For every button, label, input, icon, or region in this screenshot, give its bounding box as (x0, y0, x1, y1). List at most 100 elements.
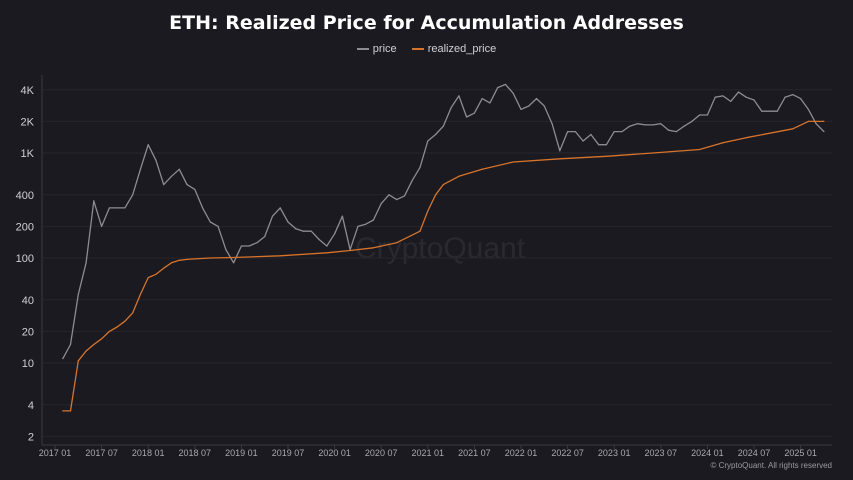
data-point-price (403, 195, 406, 197)
data-point-price (473, 112, 475, 114)
data-point-price (442, 125, 444, 127)
data-point-price (116, 207, 118, 209)
data-point-price (194, 188, 196, 191)
data-point-price (559, 150, 561, 152)
data-point-price (800, 97, 802, 100)
x-tick-label: 2024 07 (738, 448, 771, 458)
data-point-price (535, 97, 538, 100)
y-tick-label: 40 (22, 295, 34, 307)
data-point-price (761, 110, 763, 112)
data-point-price (792, 93, 794, 96)
data-point-realized-price (77, 360, 79, 362)
data-point-price (497, 86, 499, 89)
data-point-realized-price (372, 247, 375, 249)
data-point-realized-price (442, 184, 444, 186)
data-point-price (287, 221, 289, 223)
y-tick-label: 2K (21, 116, 35, 128)
data-point-realized-price (427, 210, 429, 212)
data-point-realized-price (93, 343, 95, 346)
data-point-price (365, 223, 367, 225)
x-tick-label: 2023 01 (598, 448, 631, 458)
data-point-price (504, 83, 507, 86)
data-point-realized-price (101, 338, 103, 340)
data-point-price (528, 105, 530, 107)
y-tick-label: 400 (16, 190, 34, 202)
data-point-price (629, 125, 631, 127)
x-tick-label: 2024 01 (691, 448, 724, 458)
data-point-realized-price (186, 258, 188, 260)
x-tick-label: 2021 01 (412, 448, 445, 458)
data-point-price (675, 130, 677, 133)
data-point-price (279, 207, 281, 209)
data-point-price (271, 215, 274, 217)
data-point-price (326, 245, 328, 247)
data-point-price (644, 124, 646, 126)
data-point-price (264, 235, 266, 238)
data-point-price (683, 125, 685, 127)
data-point-price (62, 358, 64, 360)
data-point-realized-price (116, 326, 118, 328)
series-line-price (62, 83, 825, 360)
data-point-price (730, 100, 732, 103)
data-point-realized-price (792, 128, 794, 130)
data-point-price (737, 91, 740, 93)
data-point-price (598, 144, 600, 146)
y-tick-label: 100 (16, 253, 34, 265)
data-point-price (139, 168, 142, 170)
data-point-realized-price (605, 155, 608, 157)
data-point-price (170, 175, 173, 177)
data-point-price (520, 108, 522, 111)
y-tick-label: 2 (28, 431, 34, 443)
data-point-realized-price (745, 137, 747, 139)
data-point-realized-price (652, 152, 654, 154)
data-point-realized-price (559, 158, 561, 160)
data-point-price (380, 202, 382, 205)
data-point-price (295, 228, 297, 230)
data-point-price (660, 123, 662, 125)
y-tick-label: 4K (21, 85, 35, 97)
data-point-price (256, 242, 258, 244)
data-point-price (201, 207, 204, 209)
x-tick-label: 2018 07 (179, 448, 212, 458)
x-tick-label: 2019 01 (225, 448, 258, 458)
y-tick-label: 200 (16, 221, 34, 233)
data-point-price (667, 129, 670, 131)
data-point-price (186, 184, 188, 186)
y-tick-label: 1K (21, 148, 35, 160)
x-tick-label: 2018 01 (132, 448, 165, 458)
data-point-price (248, 245, 250, 247)
data-point-price (163, 184, 165, 186)
x-tick-label: 2020 07 (365, 448, 398, 458)
data-point-realized-price (124, 320, 126, 322)
data-point-price (419, 166, 421, 168)
x-tick-label: 2017 07 (85, 448, 118, 458)
data-point-realized-price (233, 256, 235, 259)
data-point-realized-price (419, 230, 421, 232)
data-point-price (427, 140, 429, 142)
data-point-price (372, 219, 375, 221)
data-point-price (147, 144, 149, 146)
data-point-price (388, 194, 390, 196)
data-point-price (93, 200, 95, 202)
data-point-realized-price (194, 258, 196, 260)
x-tick-label: 2017 01 (39, 448, 72, 458)
data-point-realized-price (458, 175, 460, 177)
data-point-price (481, 97, 483, 100)
data-point-price (396, 198, 398, 201)
legend-item-price[interactable]: price (356, 43, 397, 55)
legend-item-realized-price[interactable]: realized_price (411, 43, 496, 55)
data-point-realized-price (209, 257, 211, 259)
data-point-realized-price (279, 255, 281, 257)
data-point-price (450, 107, 452, 109)
data-point-realized-price (326, 252, 328, 254)
data-point-realized-price (170, 262, 173, 264)
data-point-price (233, 262, 235, 264)
data-point-price (605, 144, 608, 146)
data-point-price (753, 99, 755, 101)
data-point-price (69, 343, 72, 346)
data-point-realized-price (434, 194, 437, 196)
data-point-realized-price (512, 161, 514, 163)
data-point-price (636, 123, 639, 125)
legend: price realized_price (0, 41, 853, 55)
data-point-realized-price (62, 410, 64, 412)
